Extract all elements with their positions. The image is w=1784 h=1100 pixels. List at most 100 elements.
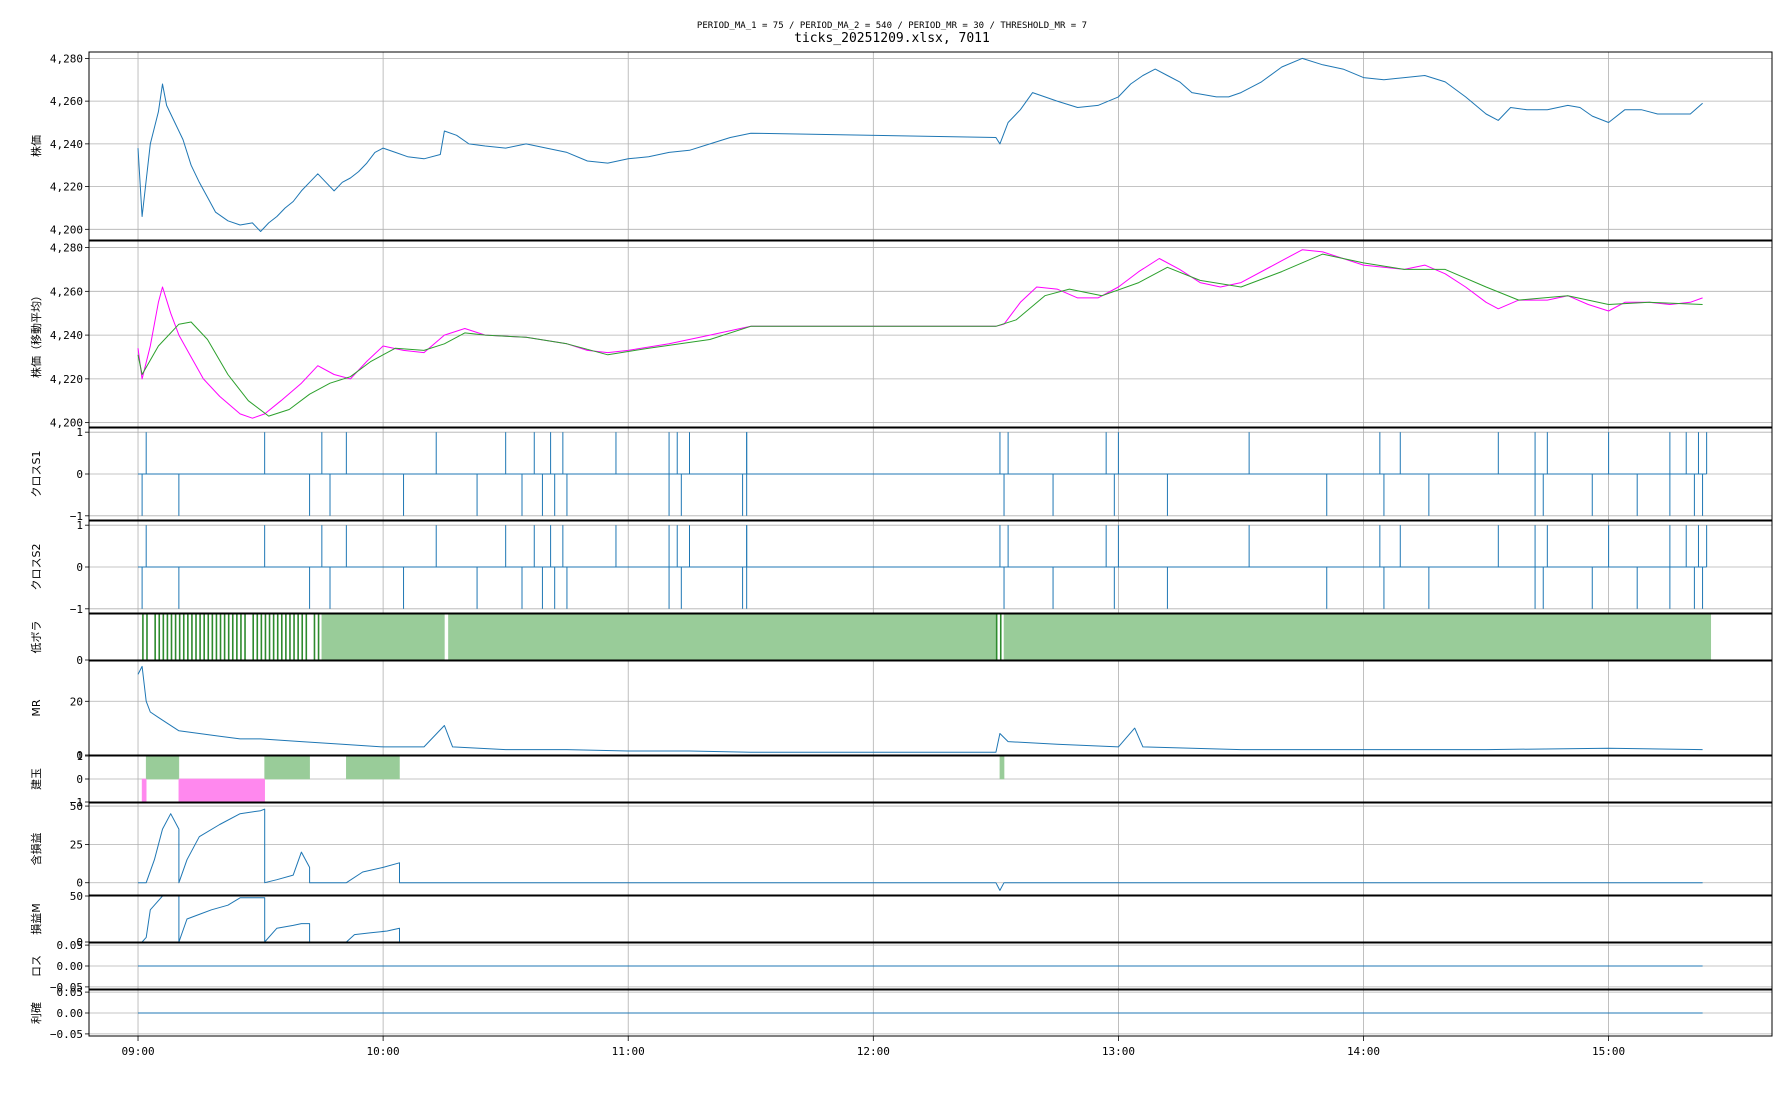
y-tick-label: 0 xyxy=(76,749,83,762)
y-axis-label: 含損益 xyxy=(29,833,43,866)
y-tick-label: 4,200 xyxy=(50,417,83,430)
band-lowvol xyxy=(321,614,445,660)
stripe-lowvol xyxy=(244,614,246,660)
y-tick-label: 0.00 xyxy=(57,960,84,973)
panel-ma: 4,200 4,220 4,240 4,260 4,280 株価（移動平均） xyxy=(29,240,1773,430)
series-ma1 xyxy=(137,249,1703,419)
y-axis-label: 損益M xyxy=(29,903,43,935)
stripe-lowvol xyxy=(166,614,169,660)
panel-frame xyxy=(88,240,1773,428)
stripe-lowvol xyxy=(215,614,218,660)
stripe-lowvol xyxy=(236,614,238,660)
plot-area xyxy=(137,57,1703,232)
stripe-lowvol xyxy=(280,614,283,660)
y-tick-label: 25 xyxy=(70,838,83,851)
stripe-lowvol xyxy=(240,614,242,660)
chart-panels: 4,2004,2204,2404,2604,280株価4,2004,2204,2… xyxy=(29,51,1773,1041)
stripe-lowvol xyxy=(199,614,201,660)
stripe-lowvol xyxy=(223,614,226,660)
y-tick-label: 0.05 xyxy=(57,939,84,952)
stripe-lowvol xyxy=(195,614,197,660)
plot-area xyxy=(142,614,1712,660)
series-mr xyxy=(137,665,1703,753)
stripe-lowvol xyxy=(162,614,165,660)
series-pl xyxy=(138,808,1703,891)
panel-lowvol: 0 低ボラ xyxy=(30,613,1773,667)
y-tick-label: 4,200 xyxy=(50,223,83,236)
y-tick-label: −0.05 xyxy=(50,1028,83,1041)
stripe-lowvol xyxy=(995,614,998,660)
band-long xyxy=(145,756,180,780)
plot-area xyxy=(137,665,1703,753)
y-tick-label: 20 xyxy=(70,695,83,708)
x-tick-label: 11:00 xyxy=(612,1045,645,1058)
y-axis-label: ロス xyxy=(30,955,43,977)
y-tick-label: 0 xyxy=(76,561,83,574)
plot-area xyxy=(138,525,1708,609)
x-tick-label: 09:00 xyxy=(121,1045,154,1058)
stripe-lowvol xyxy=(272,614,275,660)
band-long xyxy=(346,756,400,780)
y-tick-label: 4,260 xyxy=(50,285,83,298)
chart-title: ticks_20251209.xlsx, 7011 xyxy=(794,31,990,46)
y-axis-label: 株価 xyxy=(29,135,43,157)
y-tick-label: 4,220 xyxy=(50,373,83,386)
stripe-lowvol xyxy=(227,614,230,660)
panel-mr: 0 20 MR xyxy=(30,660,1773,762)
x-tick-label: 12:00 xyxy=(857,1045,890,1058)
stripe-lowvol xyxy=(305,614,308,660)
stripe-lowvol xyxy=(178,614,181,660)
panel-cross2: −1 0 1 クロスS2 xyxy=(30,519,1773,616)
stripe-lowvol xyxy=(219,614,222,660)
panel-frame xyxy=(88,942,1773,990)
plot-area xyxy=(138,808,1703,891)
stripe-lowvol xyxy=(191,614,193,660)
stripe-lowvol xyxy=(158,614,161,660)
stripe-lowvol xyxy=(276,614,279,660)
stripe-lowvol xyxy=(293,614,295,660)
y-tick-label: 4,280 xyxy=(50,52,83,65)
band-short xyxy=(178,778,265,802)
stripe-lowvol xyxy=(142,614,144,660)
stripe-lowvol xyxy=(260,614,263,660)
y-tick-label: 1 xyxy=(76,750,83,763)
y-tick-label: 1 xyxy=(76,519,83,532)
x-tick-label: 15:00 xyxy=(1592,1045,1625,1058)
y-axis-label: クロスS1 xyxy=(30,451,43,498)
panel-pl: 0 25 50 含損益 xyxy=(29,800,1773,896)
x-axis: 09:00 10:00 11:00 12:00 13:00 14:00 15:00 xyxy=(121,1036,1625,1058)
y-tick-label: −1 xyxy=(70,510,83,523)
panel-frame xyxy=(88,51,1773,241)
x-tick-label: 13:00 xyxy=(1102,1045,1135,1058)
plot-area xyxy=(137,249,1703,419)
panel-price: 4,200 4,220 4,240 4,260 4,280 株価 xyxy=(29,51,1773,241)
stripe-lowvol xyxy=(211,614,214,660)
panel-profit: −0.05 0.00 0.05 利確 xyxy=(29,986,1773,1041)
stripe-lowvol xyxy=(301,614,304,660)
chart-subtitle: PERIOD_MA_1 = 75 / PERIOD_MA_2 = 540 / P… xyxy=(697,21,1087,31)
y-tick-label: −1 xyxy=(70,796,83,809)
panel-plmax: 0 50 損益M xyxy=(29,890,1773,949)
stripe-lowvol xyxy=(256,614,259,660)
stripe-lowvol xyxy=(317,614,320,660)
y-tick-label: 0 xyxy=(76,936,83,949)
stripe-lowvol xyxy=(203,614,205,660)
plot-area xyxy=(141,896,400,942)
panel-loss: −0.05 0.00 0.05 ロス xyxy=(30,939,1773,994)
series-price xyxy=(137,57,1703,232)
y-axis-label: 利確 xyxy=(29,1002,43,1024)
stripe-lowvol xyxy=(146,614,148,660)
band-long xyxy=(999,756,1005,780)
series-plmax xyxy=(141,896,400,942)
y-tick-label: 0.05 xyxy=(57,986,84,999)
panel-frame xyxy=(88,802,1773,896)
panel-frame xyxy=(88,660,1773,756)
x-tick-label: 14:00 xyxy=(1347,1045,1380,1058)
stripe-lowvol xyxy=(297,614,299,660)
stripe-lowvol xyxy=(268,614,271,660)
y-tick-label: 4,240 xyxy=(50,329,83,342)
stripe-lowvol xyxy=(207,614,210,660)
y-tick-label: 0.00 xyxy=(57,1007,84,1020)
